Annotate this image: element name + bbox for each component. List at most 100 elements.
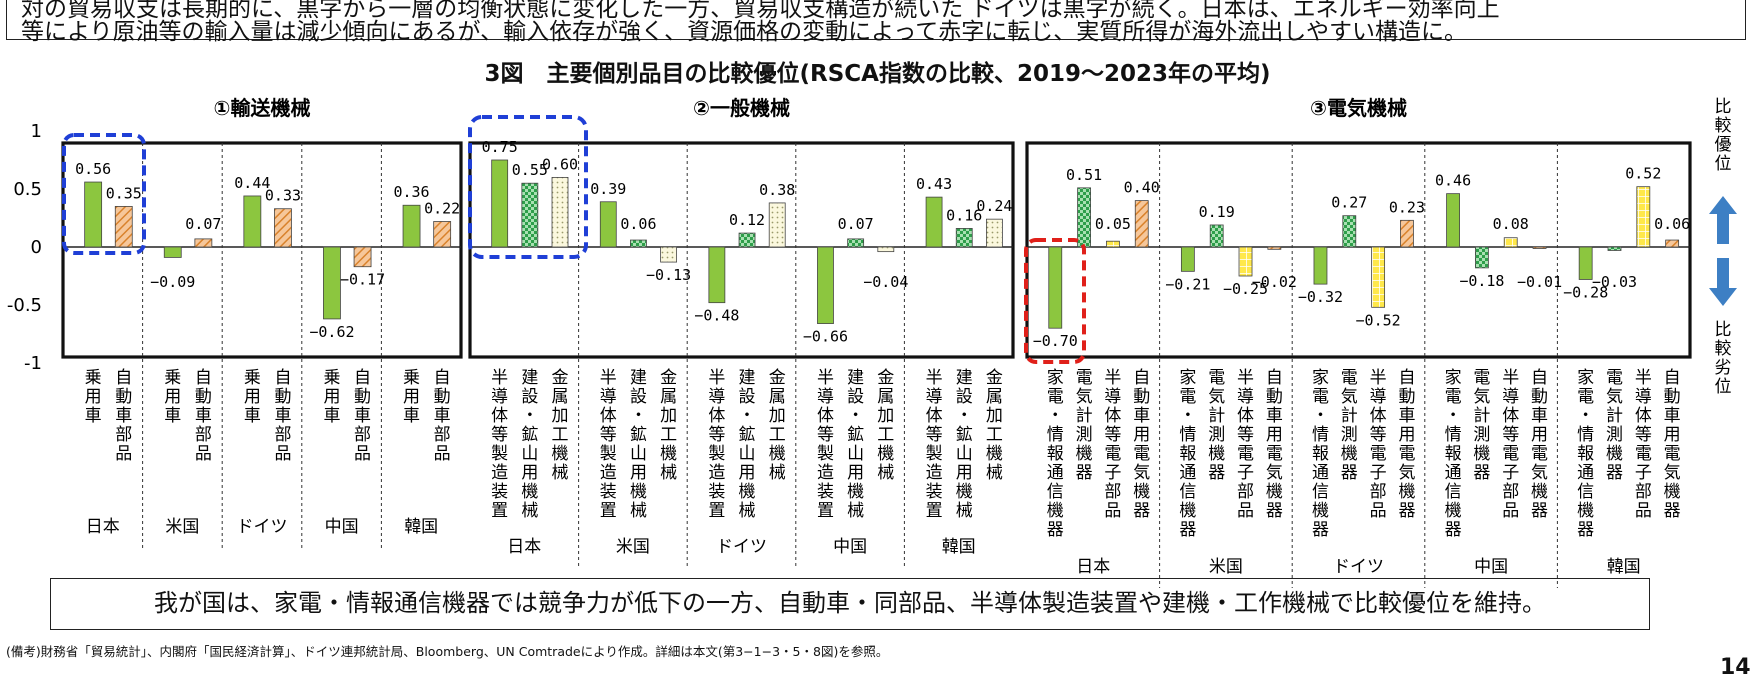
y-tick-label: 0 xyxy=(31,237,42,258)
summary-box: 対の貿易収支は長期的に、黒字から一層の均衡状態に変化した一方、貿易収支構造が続い… xyxy=(6,0,1746,45)
item-label-char: 等 xyxy=(708,425,725,445)
item-label-char: 鉱 xyxy=(847,425,864,445)
item-label-char: 半 xyxy=(1635,368,1652,388)
data-label: −0.52 xyxy=(1356,311,1401,329)
item-label-char: 鉱 xyxy=(739,425,756,445)
item-label-char: 通 xyxy=(1047,463,1064,483)
item-label-char: 用 xyxy=(1531,425,1548,445)
country-label: 中国 xyxy=(325,517,359,537)
item-label-char: 信 xyxy=(1312,482,1329,502)
item-label-char: 造 xyxy=(926,463,943,483)
item-label-char: 導 xyxy=(600,387,617,407)
item-label-char: 体 xyxy=(708,406,725,426)
item-label-char: 製 xyxy=(600,444,617,464)
item-label-char: 機 xyxy=(1398,482,1415,502)
panel-title: ③電気機械 xyxy=(1310,96,1407,120)
item-label-char: 電 xyxy=(1208,368,1225,388)
item-label-char: 家 xyxy=(1312,368,1329,388)
y-tick-label: 0.5 xyxy=(13,179,42,200)
page-number: 14 xyxy=(1720,655,1751,680)
item-label-char: 測 xyxy=(1076,425,1093,445)
bar xyxy=(1400,219,1414,248)
bar xyxy=(768,202,786,248)
item-label-char: 金 xyxy=(660,368,677,388)
item-label-char: 報 xyxy=(1179,444,1196,464)
item-label-char: 車 xyxy=(274,406,291,426)
item-label-char: 工 xyxy=(769,425,786,445)
item-label-char: 用 xyxy=(847,463,864,483)
item-label-char: 体 xyxy=(1104,406,1121,426)
item-label-char: 器 xyxy=(1266,501,1283,521)
country-label: 日本 xyxy=(507,537,541,557)
data-label: −0.21 xyxy=(1165,275,1210,293)
data-label: 0.08 xyxy=(1493,215,1529,233)
item-label-char: 等 xyxy=(1237,425,1254,445)
data-label: 0.05 xyxy=(1095,215,1131,233)
item-label-char: 置 xyxy=(926,501,943,521)
bar xyxy=(708,246,726,304)
item-label-char: 工 xyxy=(660,425,677,445)
item-label-char: 部 xyxy=(195,425,212,445)
conclusion-text: 我が国は、家電・情報通信機器では競争力が低下の一方、自動車・同部品、半導体製造装… xyxy=(154,589,1546,617)
item-label-char: ・ xyxy=(1179,406,1196,426)
item-label-char: 機 xyxy=(1577,501,1594,521)
item-label-char: 金 xyxy=(986,368,1003,388)
item-label-char: 山 xyxy=(521,444,538,464)
item-label-char: 製 xyxy=(817,444,834,464)
bar xyxy=(1665,239,1680,248)
item-label-char: 動 xyxy=(195,387,212,407)
item-label-char: 動 xyxy=(1266,387,1283,407)
bar xyxy=(491,159,509,248)
country-label: 日本 xyxy=(86,517,120,537)
item-label-char: 器 xyxy=(1398,501,1415,521)
bar xyxy=(1503,237,1518,248)
item-label-char: 山 xyxy=(956,444,973,464)
chart-title: 3図 主要個別品目の比較優位(RSCA指数の比較、2019〜2023年の平均) xyxy=(484,61,1271,87)
item-label-char: 子 xyxy=(1370,463,1387,483)
item-label-char: 械 xyxy=(847,501,864,521)
summary-line-1: 対の貿易収支は長期的に、黒字から一層の均衡状態に変化した一方、貿易収支構造が続い… xyxy=(21,0,1500,22)
item-label-char: 用 xyxy=(521,463,538,483)
item-label-char: 設 xyxy=(521,387,538,407)
item-label-char: 品 xyxy=(434,444,451,464)
item-label-char: 器 xyxy=(1047,520,1064,540)
item-label-char: 設 xyxy=(847,387,864,407)
item-label-char: 機 xyxy=(1664,482,1681,502)
item-label-char: 自 xyxy=(1398,368,1415,388)
item-label-char: 品 xyxy=(1502,501,1519,521)
item-label-char: 体 xyxy=(491,406,508,426)
item-label-char: 用 xyxy=(1133,425,1150,445)
item-label-char: 気 xyxy=(1531,463,1548,483)
item-label-char: ・ xyxy=(521,406,538,426)
item-label-char: 機 xyxy=(1445,501,1462,521)
item-label-char: 車 xyxy=(1531,406,1548,426)
item-label-char: 加 xyxy=(877,406,894,426)
item-label-char: 鉱 xyxy=(956,425,973,445)
item-label-char: 機 xyxy=(630,482,647,502)
item-label-char: 気 xyxy=(1133,463,1150,483)
item-label-char: 半 xyxy=(926,368,943,388)
item-label-char: 導 xyxy=(926,387,943,407)
panel-frame xyxy=(468,141,1015,359)
item-label-char: 機 xyxy=(1312,501,1329,521)
item-label-char: 属 xyxy=(769,387,786,407)
item-label-char: 設 xyxy=(630,387,647,407)
data-label: 0.16 xyxy=(946,206,982,224)
item-label-char: 山 xyxy=(739,444,756,464)
item-label-char: 機 xyxy=(1133,482,1150,502)
item-label-char: 用 xyxy=(403,387,420,407)
highlight-japan-machinery xyxy=(468,115,588,259)
item-label-char: 電 xyxy=(1370,444,1387,464)
item-label-char: 測 xyxy=(1606,425,1623,445)
item-label-char: 部 xyxy=(434,425,451,445)
item-label-char: 電 xyxy=(1606,368,1623,388)
country-label: 米国 xyxy=(1209,557,1243,577)
country-label: 中国 xyxy=(1474,557,1508,577)
side-label-advantage-char: 較 xyxy=(1715,116,1732,136)
item-label-char: 品 xyxy=(1237,501,1254,521)
item-label-char: 動 xyxy=(1398,387,1415,407)
data-label: 0.07 xyxy=(185,215,221,233)
item-label-char: ・ xyxy=(739,406,756,426)
item-label-char: 械 xyxy=(956,501,973,521)
item-label-char: 等 xyxy=(1104,425,1121,445)
